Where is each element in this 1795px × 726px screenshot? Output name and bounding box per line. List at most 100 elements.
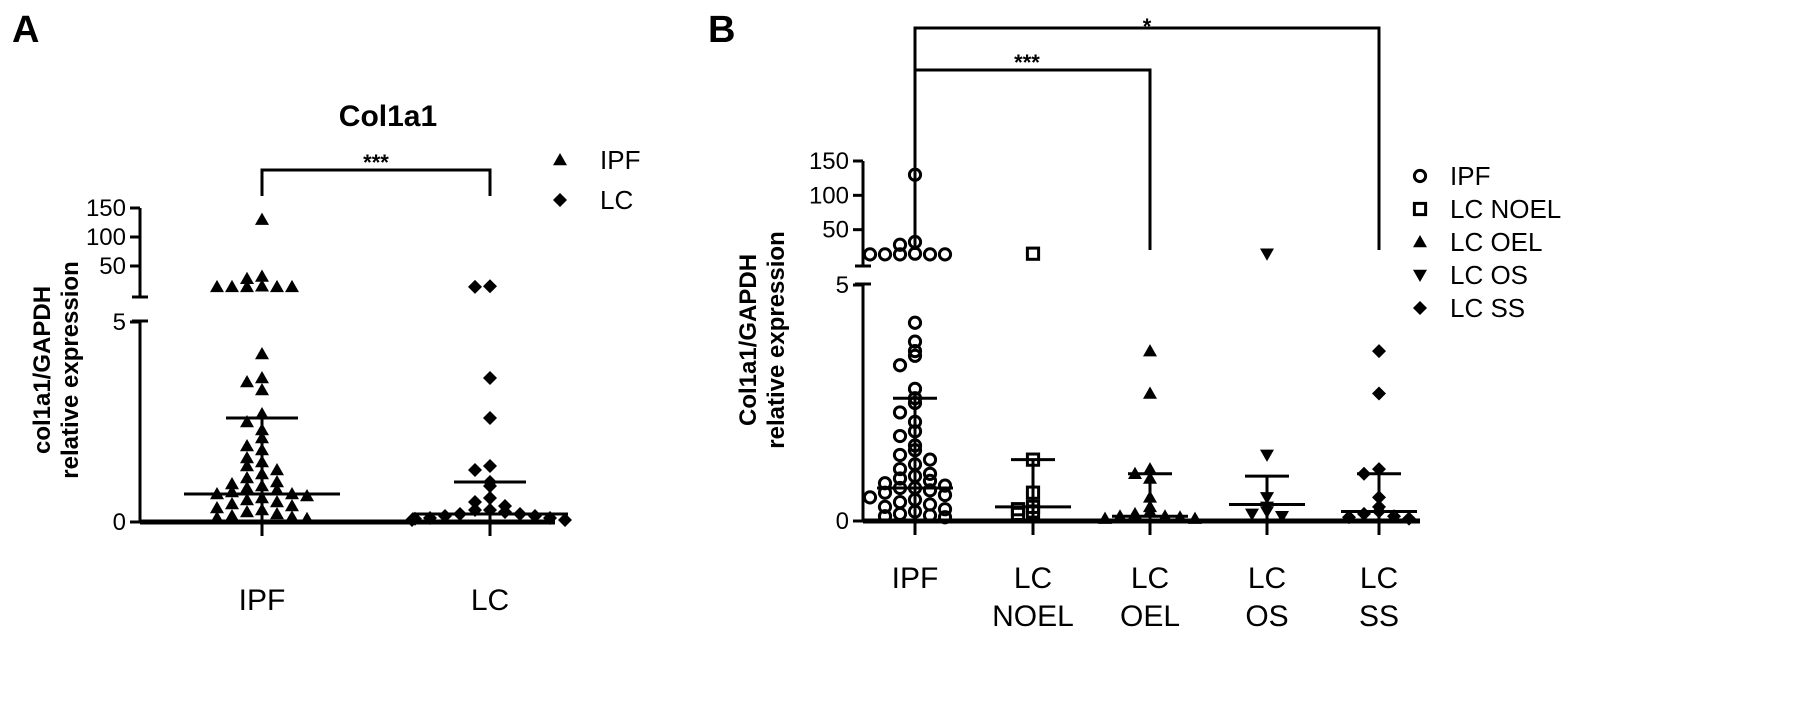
panel-b-x-tick-label: LC (1248, 562, 1286, 595)
panel-b-data-point (1188, 511, 1202, 524)
panel-b-data-point (892, 447, 908, 463)
panel-a-label: A (12, 9, 39, 51)
panel-b-data-point (907, 343, 923, 359)
panel-b-data-point (892, 461, 908, 477)
panel-b-x-tick-label: SS (1359, 600, 1399, 633)
panel-a-data-point (468, 463, 482, 477)
panel-b-x-tick-label: NOEL (992, 600, 1074, 633)
panel-b-x-tick-label: LC (1360, 562, 1398, 595)
panel-b-y-tick-label: 5 (836, 272, 849, 299)
panel-a-y-tick-label: 100 (86, 224, 126, 251)
panel-a-data-point (270, 507, 284, 520)
panel-b-legend-label: IPF (1450, 161, 1490, 191)
panel-b-data-point (892, 506, 908, 522)
panel-a-data-point (255, 407, 269, 420)
panel-a-y-tick-label: 150 (86, 195, 126, 222)
panel-a-data-point (240, 471, 254, 484)
panel-a-data-point (483, 371, 497, 385)
panel-b-data-point (922, 247, 938, 262)
panel-a-data-point (240, 271, 254, 285)
panel-b-legend-marker (1412, 168, 1428, 184)
panel-a-data-point (240, 451, 254, 464)
panel-a-significance-label: *** (363, 150, 389, 175)
panel-a-title: Col1a1 (339, 100, 437, 133)
panel-a-data-point (483, 459, 497, 473)
panel-b-legend-label: LC SS (1450, 293, 1525, 323)
panel-b-data-point (937, 510, 953, 525)
panel-b-x-tick-label: OEL (1120, 600, 1180, 633)
panel-b-data-point (892, 495, 908, 510)
panel-a-data-point (405, 513, 419, 527)
panel-b-legend-label: LC OEL (1450, 227, 1543, 257)
panel-b-data-point (1402, 511, 1416, 526)
panel-a-legend-marker (553, 153, 567, 166)
panel-a-data-point (225, 477, 239, 490)
panel-a-data-point (285, 510, 299, 523)
panel-b-data-point (1275, 511, 1289, 524)
panel-a-data-point (255, 371, 269, 384)
panel-b-data-point (907, 334, 923, 349)
panel-a-y-tick-label: 5 (113, 309, 126, 336)
panel-b-legend-marker (1413, 301, 1427, 315)
panel-b-data-point (1372, 344, 1386, 359)
panel-b-data-point (1245, 508, 1259, 521)
panel-a-data-point (255, 383, 269, 396)
panel-a-data-point (270, 483, 284, 496)
panel-b-data-point (1342, 510, 1356, 525)
panel-a-data-point (210, 279, 224, 293)
panel-a-data-point (225, 509, 239, 522)
panel-b-x-tick-label: IPF (892, 562, 939, 595)
panel-b-x-tick-label: LC (1131, 562, 1169, 595)
panel-b-data-point (892, 247, 908, 262)
panel-b-significance-bracket (913, 26, 1381, 250)
panel-b-data-point (1098, 511, 1112, 524)
panel-a-data-point (468, 279, 482, 294)
panel-b-x-tick-label: LC (1014, 562, 1052, 595)
panel-a-data-point (240, 481, 254, 494)
panel-a-data-point (255, 269, 269, 282)
panel-b-legend-marker (1413, 269, 1427, 282)
panel-a-data-point (240, 375, 254, 388)
panel-a-data-point (270, 279, 284, 293)
panel-b-data-point (907, 381, 923, 396)
panel-b-y-tick-label: 50 (822, 217, 849, 244)
panel-b-y-tick-label: 100 (809, 182, 849, 209)
panel-b-legend-marker (1412, 201, 1428, 217)
panel-b-data-point (1025, 246, 1041, 261)
panel-b-data-point (877, 247, 893, 262)
panel-b-y-tick-label: 150 (809, 148, 849, 175)
panel-b-legend-label: LC NOEL (1450, 194, 1561, 224)
panel-b-data-point (892, 428, 908, 444)
panel-a-data-point (255, 212, 269, 225)
panel-a-data-point (240, 493, 254, 506)
panel-b-data-point (877, 509, 893, 524)
panel-a-legend-marker (553, 193, 567, 207)
panel-a-significance-bracket (260, 168, 492, 196)
panel-b-data-point (937, 478, 953, 493)
panel-b-y-tick-label: 0 (836, 508, 849, 535)
panel-b-data-point (892, 471, 908, 486)
panel-a-data-point (240, 279, 254, 293)
panel-b-data-point (892, 405, 908, 420)
panel-a-data-point (240, 439, 254, 452)
panel-b-data-point (937, 247, 953, 262)
panel-b-data-point (877, 499, 893, 514)
panel-b-label: B (708, 9, 735, 51)
panel-a-legend-label: IPF (600, 145, 640, 175)
panel-a-data-point (225, 497, 239, 510)
panel-a-data-point (255, 279, 269, 292)
panel-b-data-point (1143, 462, 1157, 475)
panel-a-data-point (558, 513, 572, 527)
panel-a-data-point (483, 279, 497, 294)
panel-a-y-tick-label: 0 (113, 509, 126, 536)
panel-b-legend-label: LC OS (1450, 260, 1528, 290)
panel-b-significance-bracket (913, 68, 1152, 250)
panel-a-data-point (483, 411, 497, 425)
panel-a-data-point (468, 495, 482, 509)
panel-a-data-point (240, 459, 254, 472)
panel-b-data-point (922, 452, 938, 467)
panel-a-data-point (285, 499, 299, 512)
panel-a-ylabel-line1: col1a1/GAPDH (29, 286, 56, 454)
